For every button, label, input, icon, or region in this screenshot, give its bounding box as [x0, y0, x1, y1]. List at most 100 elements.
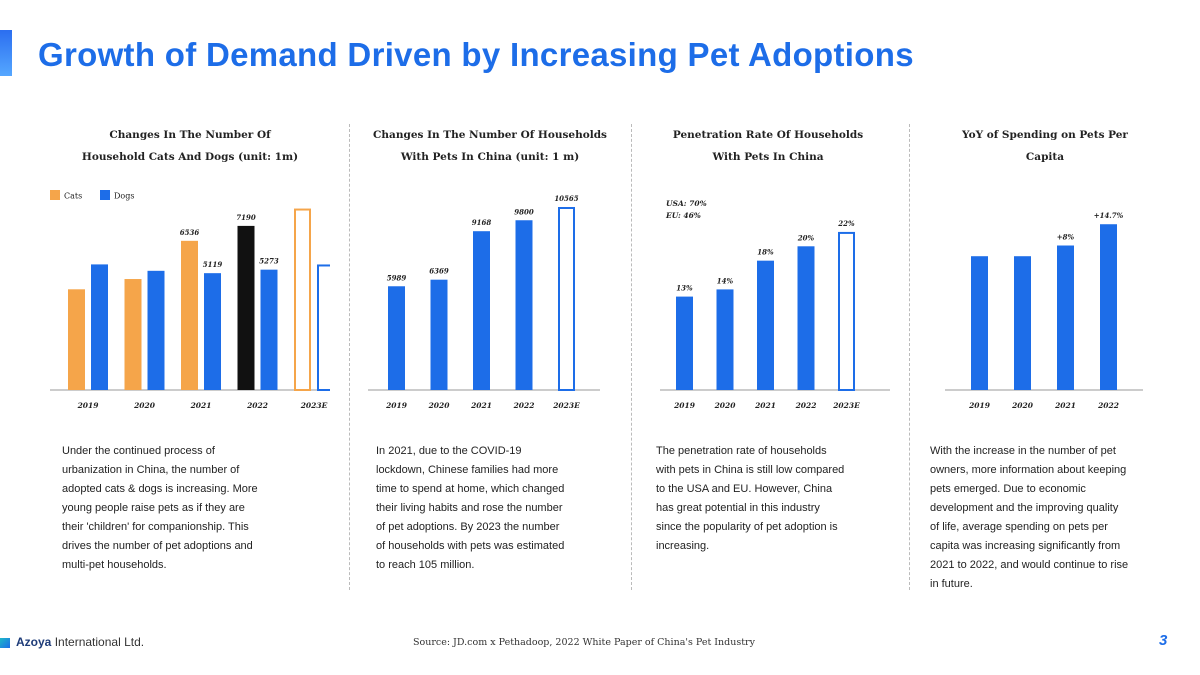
annotation-label: USA: 70% [666, 199, 707, 208]
panel-title-line-2: Capita [1025, 151, 1065, 163]
panel-divider [631, 124, 632, 590]
x-tick-label: 2020 [714, 401, 737, 410]
bar-cats-2023E [294, 208, 311, 391]
panel-title: Changes In The Number Of Households With… [350, 124, 630, 168]
panel-title: Changes In The Number Of Household Cats … [50, 124, 330, 168]
data-label: 5989 [387, 273, 407, 282]
bar-dogs-2023E [317, 264, 330, 391]
data-label: 6369 [429, 267, 449, 276]
data-label: 7190 [236, 213, 256, 222]
panel-description: The penetration rate of households with … [656, 442, 906, 556]
description-line: With the increase in the number of pet [930, 445, 1116, 457]
bar-dogs-2020 [147, 270, 165, 390]
bar-households-2023E [558, 206, 575, 392]
description-line: of life, average spending on pets per [930, 521, 1108, 533]
description-line: urbanization in China, the number of [62, 464, 240, 476]
bar-dogs-2022 [260, 269, 278, 390]
bar-cats-2022 [237, 225, 255, 390]
description-line: 2021 to 2022, and would continue to rise [930, 559, 1129, 571]
panel-title: Penetration Rate Of Households With Pets… [628, 124, 908, 168]
bar-spending-per-capita-2021 [1057, 245, 1074, 390]
data-label: 20% [797, 233, 815, 242]
bar-cats-2021 [181, 240, 198, 390]
x-tick-label: 2020 [428, 401, 451, 410]
description-line: to reach 105 million. [376, 559, 475, 571]
description-line: development and the improving quality [930, 502, 1119, 514]
data-label: 18% [757, 248, 774, 257]
bar-cats-2019 [68, 289, 85, 390]
data-label: +14.7% [1094, 211, 1124, 220]
x-tick-label: 2022 [795, 401, 817, 410]
legend-label-cats: Cats [64, 192, 82, 201]
legend-swatch-dogs [100, 190, 110, 200]
bar-penetration-rate-2023E [838, 231, 855, 392]
bar-penetration-rate-2022 [797, 246, 815, 390]
description-line: since the popularity of pet adoption is [656, 521, 838, 533]
panel-title-line-1: Penetration Rate Of Households [672, 129, 864, 141]
data-label: 5273 [259, 257, 279, 266]
legend-swatch-cats [50, 190, 60, 200]
x-tick-label: 2019 [77, 401, 100, 410]
panel-cats-dogs: Changes In The Number Of Household Cats … [50, 118, 330, 598]
panel-description: Under the continued process of urbanizat… [62, 442, 324, 575]
data-label: 22% [837, 219, 855, 228]
bar-penetration-rate-2019 [676, 296, 693, 390]
panel-title-line-1: Changes In The Number Of [109, 129, 271, 141]
panel-divider [349, 124, 350, 590]
panel-description: In 2021, due to the COVID-19 lockdown, C… [376, 442, 630, 575]
description-line: to the USA and EU. However, China [656, 483, 833, 495]
description-line: drives the number of pet adoptions and [62, 540, 253, 552]
bar-spending-per-capita-2022 [1100, 224, 1117, 390]
x-tick-label: 2021 [754, 401, 776, 410]
bar-households-2020 [430, 279, 448, 390]
x-tick-label: 2022 [246, 401, 268, 410]
description-line: their living habits and rose the number [376, 502, 563, 514]
description-line: their 'children' for companionship. This [62, 521, 249, 533]
panel-spending-per-capita: YoY of Spending on Pets Per Capita 2019 2… [905, 118, 1185, 598]
penetration-rate-chart: 13% 2019 14% 2020 18% 2021 20% 2022 22% 2023E USA:… [660, 199, 890, 410]
description-line: of pet adoptions. By 2023 the number [376, 521, 560, 533]
data-label: 13% [676, 284, 693, 293]
description-line: In 2021, due to the COVID-19 [376, 445, 522, 457]
company-brand: Azoya [16, 635, 52, 649]
households-chart: 5989 2019 6369 2020 9168 2021 9800 2022 10565 202… [368, 194, 600, 410]
description-line: The penetration rate of households [656, 445, 827, 457]
x-tick-label: 2019 [385, 401, 408, 410]
x-tick-label: 2019 [968, 401, 991, 410]
bar-households-2019 [388, 286, 405, 390]
legend-label-dogs: Dogs [114, 192, 134, 201]
bar-households-2021 [473, 231, 490, 390]
title-accent-bar [0, 30, 12, 76]
data-label: 10565 [554, 194, 578, 203]
description-line: Under the continued process of [62, 445, 215, 457]
description-line: has great potential in this industry [656, 502, 820, 514]
panel-penetration-rate: Penetration Rate Of Households With Pets… [628, 118, 908, 598]
annotation-label: EU: 46% [665, 211, 701, 220]
bar-dogs-2019 [91, 264, 108, 390]
company-name-rest: International Ltd. [54, 635, 145, 649]
data-label: 9168 [472, 218, 492, 227]
panel-title-line-1: Changes In The Number Of Households [373, 129, 607, 141]
source-citation: Source: JD.com x Pethadoop, 2022 White P… [413, 637, 755, 648]
description-line: owners, more information about keeping [930, 464, 1127, 476]
x-tick-label: 2021 [470, 401, 492, 410]
panel-divider [909, 124, 910, 590]
x-tick-label: 2021 [1054, 401, 1076, 410]
panel-title-line-1: YoY of Spending on Pets Per [962, 129, 1128, 141]
description-line: capita was increasing significantly from [930, 540, 1121, 552]
x-tick-label: 2023E [552, 401, 580, 410]
bar-spending-per-capita-2019 [971, 256, 988, 390]
bar-dogs-2021 [204, 273, 221, 390]
x-tick-label: 2019 [673, 401, 696, 410]
x-tick-label: 2020 [1011, 401, 1034, 410]
spending-per-capita-chart: 2019 2020 +8% 2021 +14.7% 2022 [945, 211, 1143, 410]
bar-cats-2020 [124, 279, 142, 390]
description-line: young people raise pets as if they are [62, 502, 245, 514]
description-line: adopted cats & dogs is increasing. More [62, 483, 258, 495]
panel-households: Changes In The Number Of Households With… [350, 118, 630, 598]
panel-title-line-2: With Pets In China (unit: 1 m) [400, 151, 580, 163]
bar-penetration-rate-2020 [716, 289, 734, 390]
company-logo-icon [0, 638, 10, 648]
page-title: Growth of Demand Driven by Increasing Pe… [38, 36, 914, 73]
data-label: 6536 [180, 228, 200, 237]
